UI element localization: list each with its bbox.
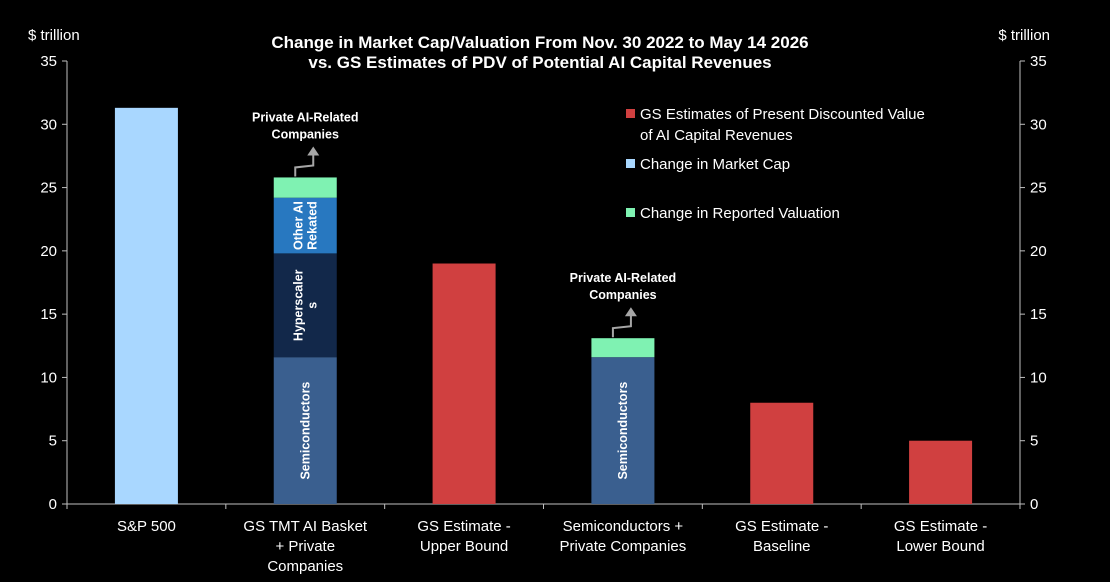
legend: GS Estimates of Present Discounted Value…	[626, 106, 925, 222]
x-category-label-line: Upper Bound	[420, 538, 508, 555]
x-category-label-line: Semiconductors +	[563, 518, 684, 535]
left-y-tick-label: 5	[49, 433, 57, 450]
legend-label: GS Estimates of Present Discounted Value…	[640, 106, 925, 144]
bar-segment	[432, 263, 496, 504]
bar-stack	[114, 107, 178, 505]
bar-segment	[273, 253, 337, 358]
annotation: Private AI-Related Companies	[252, 110, 359, 177]
legend-label-line: of AI Capital Revenues	[640, 127, 793, 144]
x-category-label-line: GS Estimate -	[417, 518, 510, 535]
right-y-tick-label: 10	[1030, 369, 1047, 386]
bar-segment-label-line: Semiconductors	[616, 382, 630, 480]
right-axis-unit: $ trillion	[998, 27, 1050, 44]
annotation-text-line: Private AI-Related	[252, 110, 359, 124]
annotation-text: Private AI-Related Companies	[252, 110, 359, 141]
x-category-label-line: Lower Bound	[896, 538, 984, 555]
left-y-tick-label: 20	[40, 243, 57, 260]
legend-label-line: GS Estimates of Present Discounted Value	[640, 106, 925, 123]
bar-segment	[909, 440, 973, 504]
legend-label-line: Change in Reported Valuation	[640, 205, 840, 222]
bar-segment-label-line: Rekated	[305, 201, 319, 250]
chart-title-line-1: Change in Market Cap/Valuation From Nov.…	[271, 33, 808, 52]
right-y-tick-label: 15	[1030, 306, 1047, 323]
legend-label-line: Change in Market Cap	[640, 156, 790, 173]
right-y-tick-label: 30	[1030, 116, 1047, 133]
annotation-arrow-head	[307, 146, 320, 156]
legend-swatch	[626, 208, 635, 217]
annotation-text: Private AI-Related Companies	[570, 271, 677, 302]
annotation-text-line: Companies	[272, 127, 339, 141]
bar-segment-label-line: Other AI	[291, 201, 305, 250]
annotation: Private AI-Related Companies	[570, 271, 677, 338]
chart-title-line-2: vs. GS Estimates of PDV of Potential AI …	[308, 53, 771, 72]
bar-stack	[909, 440, 973, 504]
category-labels: S&P 500 GS TMT AI Basket + Private Companie…	[117, 518, 987, 575]
legend-item: Change in Market Cap	[626, 156, 790, 173]
x-category-label-line: S&P 500	[117, 518, 176, 535]
bar-segment	[273, 357, 337, 504]
bar-segment	[273, 197, 337, 254]
right-y-tick-label: 20	[1030, 243, 1047, 260]
x-category-label-line: GS Estimate -	[894, 518, 987, 535]
bar-segment-label: Hyperscalers	[291, 269, 319, 341]
bar-stack	[750, 402, 814, 504]
bar-segment-label-line: Hyperscaler	[291, 269, 305, 341]
x-category-label-line: + Private	[275, 538, 335, 555]
legend-item: Change in Reported Valuation	[626, 205, 840, 222]
legend-label: Change in Market Cap	[640, 156, 790, 173]
legend-swatch	[626, 109, 635, 118]
x-category-label: GS Estimate - Lower Bound	[894, 518, 987, 555]
x-category-label: GS Estimate - Baseline	[735, 518, 828, 555]
left-y-tick-label: 30	[40, 116, 57, 133]
bar-segment	[273, 177, 337, 198]
bar-segment-label-line: s	[305, 302, 319, 309]
bar-stack: Semiconductors Hyperscalers Other AIRekate…	[273, 177, 337, 504]
right-y-tick-label: 5	[1030, 433, 1038, 450]
left-axis-unit: $ trillion	[28, 27, 80, 44]
right-y-tick-label: 0	[1030, 496, 1038, 513]
x-category-label: Semiconductors + Private Companies	[560, 518, 687, 555]
x-category-label: S&P 500	[117, 518, 176, 535]
bar-segment	[591, 357, 655, 504]
bar-segment	[114, 107, 178, 505]
right-y-tick-label: 35	[1030, 53, 1047, 70]
x-category-label-line: Private Companies	[560, 538, 687, 555]
bar-stack	[432, 263, 496, 504]
x-category-label-line: Companies	[267, 558, 343, 575]
chart-title: Change in Market Cap/Valuation From Nov.…	[271, 33, 808, 72]
left-y-tick-label: 10	[40, 369, 57, 386]
bar-segment	[750, 402, 814, 504]
legend-item: GS Estimates of Present Discounted Value…	[626, 106, 925, 144]
bar-segment-label-line: Semiconductors	[298, 382, 312, 480]
bar-segment-label: Semiconductors	[298, 382, 312, 480]
legend-swatch	[626, 159, 635, 168]
annotation-text-line: Companies	[589, 288, 656, 302]
left-y-tick-label: 25	[40, 180, 57, 197]
annotation-arrow-line	[611, 314, 632, 338]
legend-label: Change in Reported Valuation	[640, 205, 840, 222]
x-category-label-line: GS TMT AI Basket	[243, 518, 367, 535]
x-category-label: GS Estimate - Upper Bound	[417, 518, 510, 555]
x-category-label: GS TMT AI Basket + Private Companies	[243, 518, 367, 575]
axes: 0 0 5 5 10 10 15 15 20 20 25 25 30 30 35 35	[40, 53, 1046, 513]
bar-segment	[591, 338, 655, 358]
annotation-arrow-head	[624, 307, 637, 317]
bar-segment-label: Semiconductors	[616, 382, 630, 480]
left-y-tick-label: 15	[40, 306, 57, 323]
bar-stack: Semiconductors	[591, 338, 655, 504]
left-y-tick-label: 0	[49, 496, 57, 513]
annotation-text-line: Private AI-Related	[570, 271, 677, 285]
x-category-label-line: Baseline	[753, 538, 811, 555]
x-category-label-line: GS Estimate -	[735, 518, 828, 535]
bars: Semiconductors Hyperscalers Other AIRekate…	[114, 107, 973, 505]
right-y-tick-label: 25	[1030, 180, 1047, 197]
annotation-arrow-line	[294, 153, 315, 177]
left-y-tick-label: 35	[40, 53, 57, 70]
bar-segment-label: Other AIRekated	[291, 201, 319, 250]
